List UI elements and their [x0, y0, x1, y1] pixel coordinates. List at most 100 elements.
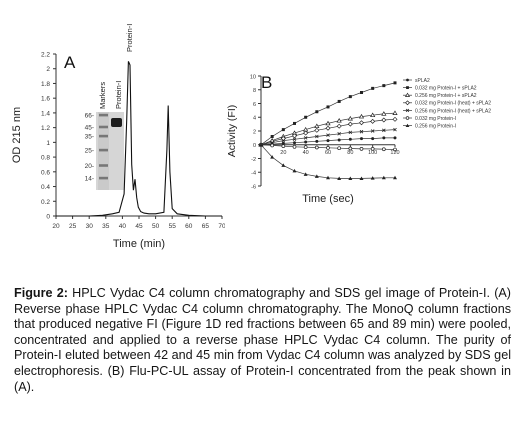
b-y-tick-label: 10 [250, 74, 256, 80]
a-x-tick-label: 65 [202, 223, 210, 230]
a-y-tick-label: 0.8 [41, 155, 50, 162]
b-data-point [337, 138, 341, 142]
figure-caption: Figure 2: HPLC Vydac C4 column chromatog… [14, 286, 511, 395]
b-data-point [292, 168, 297, 173]
b-legend-label: sPLA2 [415, 78, 430, 84]
gel-marker-band [99, 164, 108, 167]
b-data-point [360, 91, 363, 94]
b-data-point [303, 130, 309, 136]
b-data-point [347, 121, 353, 127]
gel-protein-band [111, 118, 122, 127]
b-data-point [405, 108, 410, 113]
inset-gel-image [96, 112, 124, 190]
b-data-point [269, 138, 275, 144]
b-data-point [382, 84, 386, 88]
b-data-point [270, 140, 274, 145]
b-data-point [370, 176, 375, 180]
panel-a-axes [53, 53, 223, 219]
caption-text: HPLC Vydac C4 column chromatography and … [14, 286, 512, 394]
a-y-tick-label: 2.2 [41, 52, 50, 59]
gel-marker-label: 66- [85, 113, 94, 120]
b-y-tick-label: -6 [251, 184, 256, 190]
b-data-point [405, 116, 410, 120]
b-data-point [381, 147, 386, 152]
b-data-point [371, 137, 375, 141]
b-legend-label: 0.032 mg Protein-I + sPLA2 [415, 86, 477, 92]
gel-marker-band [99, 148, 108, 152]
b-data-point [325, 120, 331, 126]
b-data-point [281, 144, 286, 148]
b-panel-label: B [261, 73, 272, 92]
b-data-point [303, 136, 308, 140]
gel-marker-band [99, 134, 108, 138]
a-y-tick-label: 2 [46, 66, 50, 73]
a-x-tick-label: 45 [135, 223, 143, 230]
b-data-point [393, 127, 397, 132]
b-data-point [281, 138, 286, 143]
a-y-axis-label: OD 215 nm [11, 107, 23, 163]
a-y-tick-label: 0.6 [41, 169, 50, 176]
a-x-tick-label: 60 [185, 223, 193, 230]
b-data-point [270, 135, 274, 138]
b-data-point [393, 136, 397, 140]
b-y-tick-label: -4 [251, 171, 256, 177]
b-data-point [370, 112, 376, 118]
gel-marker-band [99, 176, 108, 180]
b-data-point [381, 111, 387, 116]
b-data-point [303, 145, 308, 150]
b-data-point [348, 146, 353, 151]
b-y-tick-label: 8 [253, 88, 256, 94]
a-y-tick-label: 0.2 [41, 199, 50, 206]
b-data-point [259, 142, 263, 147]
b-y-tick-label: 4 [253, 116, 256, 122]
b-data-point [325, 125, 331, 131]
b-data-point [370, 147, 375, 151]
b-data-point [304, 140, 308, 144]
a-peak-label: Protein-I [125, 24, 134, 52]
a-x-tick-label: 55 [169, 223, 177, 230]
b-x-tick-label: 60 [325, 150, 331, 156]
b-data-point [406, 86, 409, 89]
b-legend-label: 0.256 mg Protein-I [415, 124, 456, 130]
b-x-tick-label: 120 [390, 150, 399, 156]
a-y-tick-label: 0 [46, 214, 50, 221]
b-data-point [315, 139, 319, 143]
b-data-point [337, 99, 341, 103]
b-data-point [406, 78, 409, 82]
gel-marker-band [99, 125, 108, 129]
panel-a-chromatogram: 0 0.2 0.4 0.6 0.8 1 1.2 1.4 1.6 1.8 2 2.2 20 25 30 35 40… [11, 24, 225, 250]
a-trace-line [56, 61, 222, 217]
b-data-point [405, 123, 410, 127]
b-data-point [304, 115, 308, 119]
b-x-tick-label: 80 [347, 150, 353, 156]
b-data-point [326, 105, 330, 109]
gel-marker-label: 35- [85, 134, 94, 141]
b-data-point [348, 176, 353, 180]
a-y-tick-label: 1.2 [41, 125, 50, 132]
panel-a-trace [56, 61, 222, 217]
b-data-point [281, 163, 286, 167]
a-x-tick-label: 35 [102, 223, 110, 230]
b-x-tick-label: 100 [368, 150, 377, 156]
b-y-tick-label: 6 [253, 102, 256, 108]
b-data-point [393, 147, 397, 152]
b-data-point [382, 128, 386, 133]
b-data-point [359, 176, 364, 180]
b-data-point [292, 137, 297, 142]
a-x-tick-label: 30 [86, 223, 94, 230]
b-data-point [348, 95, 352, 99]
b-data-point [348, 137, 352, 141]
gel-lane-label: Markers [98, 82, 107, 109]
b-data-point [392, 110, 398, 115]
b-data-point [337, 146, 342, 151]
b-data-point [371, 86, 375, 90]
a-x-tick-label: 50 [152, 223, 160, 230]
a-x-axis-label: Time (min) [113, 238, 165, 250]
b-data-point [359, 120, 364, 126]
b-data-point [358, 113, 365, 119]
b-data-point [292, 133, 297, 139]
a-x-tick-label: 70 [218, 223, 225, 230]
b-data-point [393, 175, 397, 180]
b-data-point [337, 131, 341, 136]
b-data-point [315, 134, 319, 139]
